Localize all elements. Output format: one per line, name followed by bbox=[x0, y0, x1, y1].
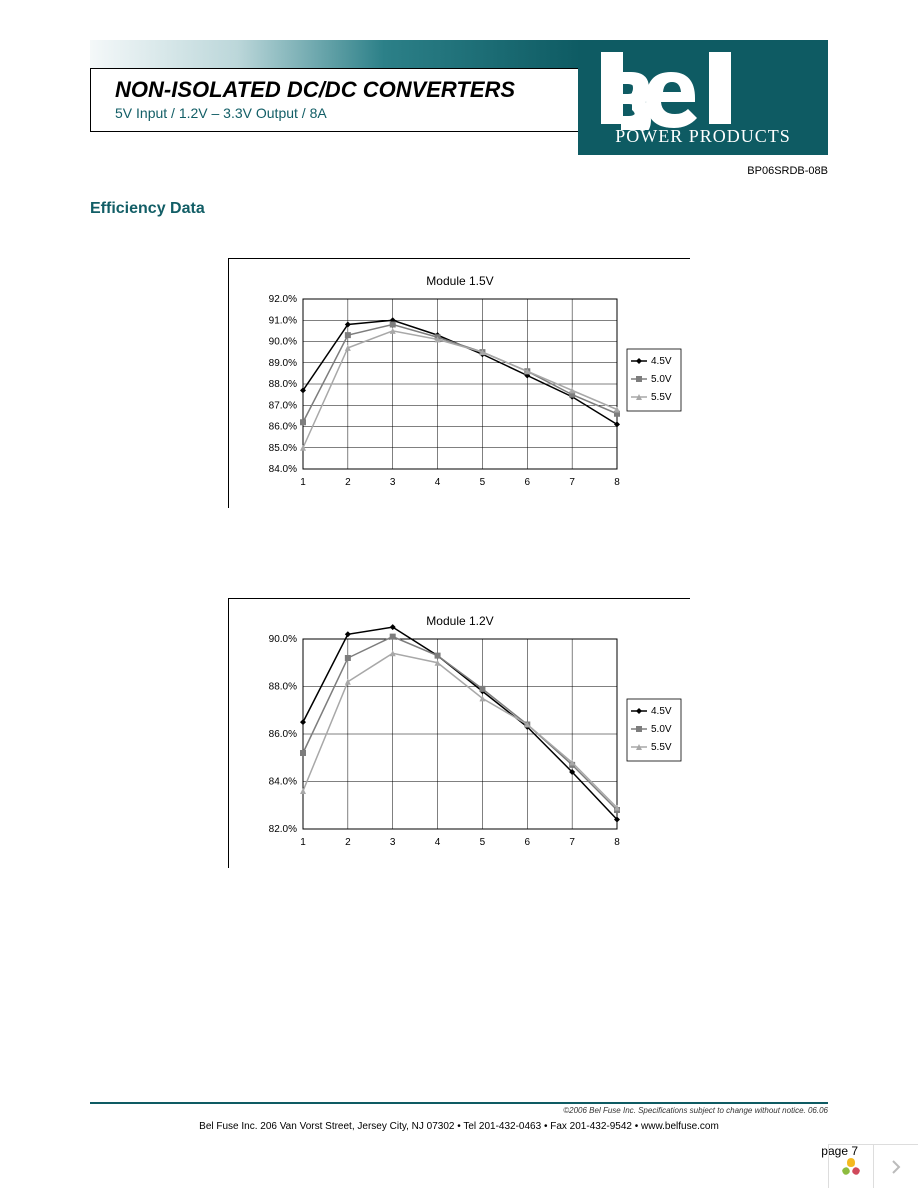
y-tick-label: 84.0% bbox=[269, 777, 297, 788]
legend-label: 4.5V bbox=[651, 356, 672, 367]
marker-square-icon bbox=[479, 686, 485, 692]
y-tick-label: 92.0% bbox=[269, 294, 297, 305]
footer-address: Bel Fuse Inc. 206 Van Vorst Street, Jers… bbox=[90, 1121, 828, 1132]
legend-label: 5.5V bbox=[651, 742, 672, 753]
chart-module-1p5v: Module 1.5V 84.0% 85.0% 86.0% 87.0% 88.0% 89.0… bbox=[228, 258, 690, 508]
legend-label: 5.5V bbox=[651, 392, 672, 403]
y-tick-label: 90.0% bbox=[269, 337, 297, 348]
chart-title: Module 1.5V bbox=[426, 274, 493, 288]
chart-svg: Module 1.5V 84.0% 85.0% 86.0% 87.0% 88.0% 89.0… bbox=[229, 259, 691, 509]
x-tick-label: 8 bbox=[614, 837, 620, 848]
y-tick-label: 87.0% bbox=[269, 400, 297, 411]
x-tick-label: 7 bbox=[569, 837, 575, 848]
x-tick-label: 4 bbox=[435, 477, 441, 488]
x-tick-label: 5 bbox=[480, 477, 486, 488]
doc-subtitle: 5V Input / 1.2V – 3.3V Output / 8A bbox=[115, 105, 567, 121]
x-tick-label: 1 bbox=[300, 837, 306, 848]
y-tick-label: 86.0% bbox=[269, 729, 297, 740]
page-header: NON-ISOLATED DC/DC CONVERTERS 5V Input /… bbox=[90, 40, 828, 160]
marker-square-icon bbox=[300, 419, 306, 425]
viewer-logo-icon[interactable] bbox=[829, 1145, 873, 1188]
brand-logo-block: POWER PRODUCTS bbox=[578, 40, 828, 155]
marker-square-icon bbox=[345, 655, 351, 661]
chart-module-1p2v: Module 1.2V 82.0% 84.0% 86.0% 88.0% 90.0% 1 2 3 4… bbox=[228, 598, 690, 868]
x-tick-label: 2 bbox=[345, 837, 351, 848]
x-tick-label: 8 bbox=[614, 477, 620, 488]
chart-svg: Module 1.2V 82.0% 84.0% 86.0% 88.0% 90.0% 1 2 3 4… bbox=[229, 599, 691, 869]
doc-title: NON-ISOLATED DC/DC CONVERTERS bbox=[115, 77, 567, 103]
x-tick-label: 6 bbox=[525, 477, 531, 488]
footer-copyright: ©2006 Bel Fuse Inc. Specifications subje… bbox=[90, 1106, 828, 1115]
y-tick-label: 88.0% bbox=[269, 379, 297, 390]
y-tick-label: 86.0% bbox=[269, 422, 297, 433]
marker-square-icon bbox=[636, 726, 642, 732]
y-tick-label: 85.0% bbox=[269, 443, 297, 454]
section-title: Efficiency Data bbox=[90, 200, 828, 218]
y-tick-label: 89.0% bbox=[269, 358, 297, 369]
y-tick-label: 90.0% bbox=[269, 634, 297, 645]
marker-square-icon bbox=[390, 322, 396, 328]
header-gradient-bar bbox=[90, 40, 580, 70]
viewer-toolbar bbox=[828, 1144, 918, 1188]
y-tick-label: 91.0% bbox=[269, 315, 297, 326]
footer-rule bbox=[90, 1102, 828, 1104]
y-tick-label: 84.0% bbox=[269, 464, 297, 475]
x-tick-label: 6 bbox=[525, 837, 531, 848]
legend-label: 5.0V bbox=[651, 724, 672, 735]
x-tick-label: 5 bbox=[480, 837, 486, 848]
x-tick-label: 3 bbox=[390, 837, 396, 848]
legend-label: 5.0V bbox=[651, 374, 672, 385]
marker-square-icon bbox=[435, 653, 441, 659]
x-tick-label: 2 bbox=[345, 477, 351, 488]
marker-square-icon bbox=[390, 634, 396, 640]
next-page-button[interactable] bbox=[873, 1145, 918, 1188]
legend-label: 4.5V bbox=[651, 706, 672, 717]
chart-title: Module 1.2V bbox=[426, 614, 493, 628]
y-tick-label: 82.0% bbox=[269, 824, 297, 835]
y-tick-label: 88.0% bbox=[269, 682, 297, 693]
x-tick-label: 1 bbox=[300, 477, 306, 488]
marker-square-icon bbox=[300, 750, 306, 756]
x-tick-label: 3 bbox=[390, 477, 396, 488]
x-tick-label: 4 bbox=[435, 837, 441, 848]
part-number: BP06SRDB-08B bbox=[747, 165, 828, 177]
title-box: NON-ISOLATED DC/DC CONVERTERS 5V Input /… bbox=[90, 68, 582, 132]
x-tick-label: 7 bbox=[569, 477, 575, 488]
marker-square-icon bbox=[636, 376, 642, 382]
marker-square-icon bbox=[345, 332, 351, 338]
bel-logo-icon bbox=[593, 46, 813, 130]
brand-tagline: POWER PRODUCTS bbox=[578, 126, 828, 147]
